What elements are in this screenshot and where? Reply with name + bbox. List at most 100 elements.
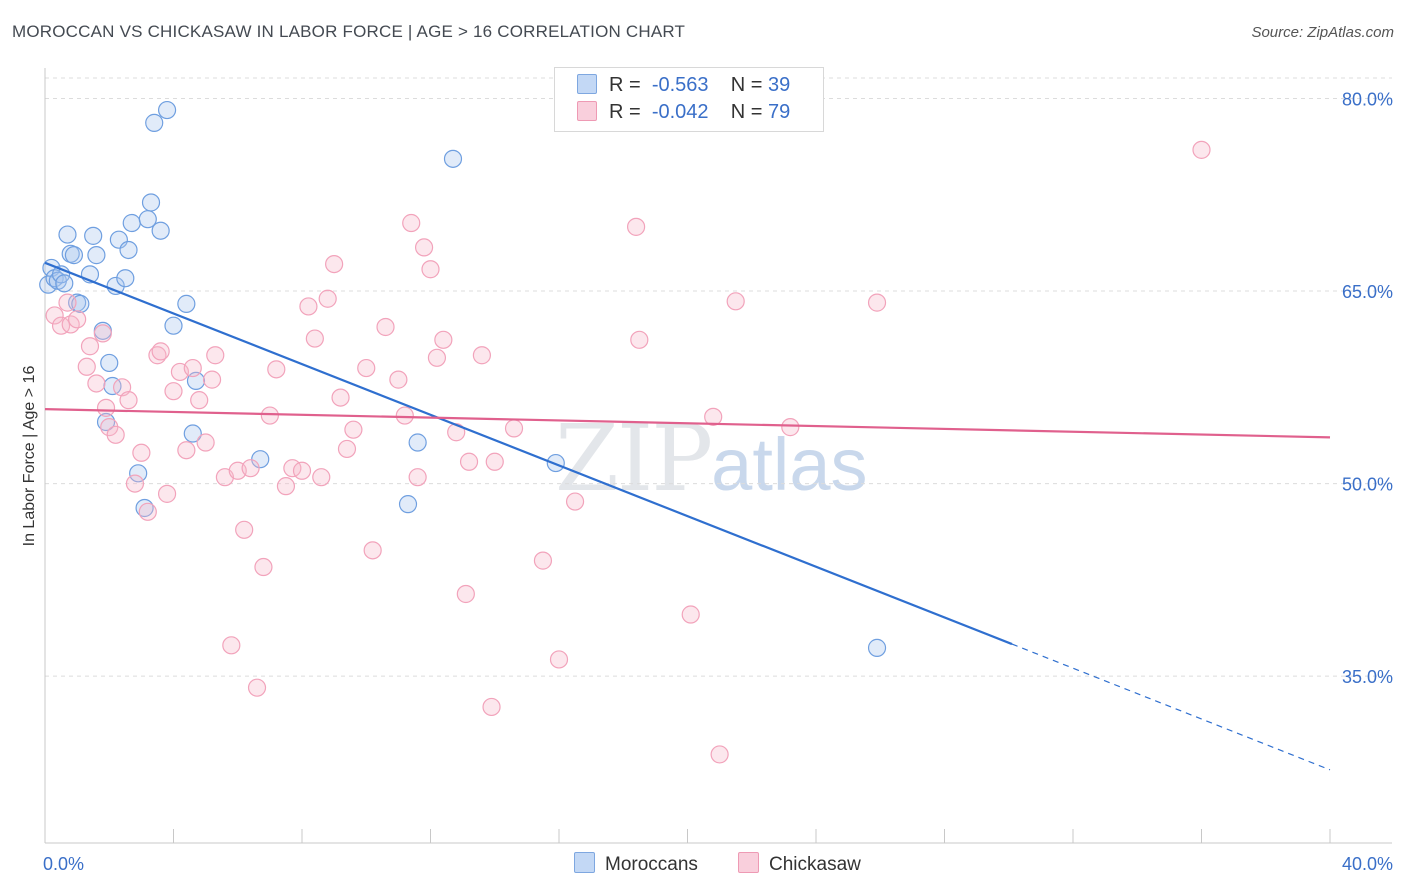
chickasaw-point	[344, 420, 363, 439]
chickasaw-point	[267, 360, 286, 379]
chickasaw-point	[151, 342, 170, 361]
chickasaw-point	[704, 407, 723, 426]
moroccans-point	[96, 412, 116, 432]
chickasaw-point	[565, 492, 585, 511]
moroccans-point	[58, 225, 77, 244]
chickasaw-trend-line	[44, 408, 1331, 439]
chickasaw-point	[206, 346, 225, 365]
chickasaw-n-value: 79	[768, 101, 791, 123]
y-tick-label: 65.0%	[1342, 282, 1393, 302]
chickasaw-point	[421, 260, 440, 279]
bottom-chickasaw-label: Chickasaw	[769, 854, 861, 875]
chickasaw-point	[363, 541, 382, 560]
moroccans-point	[408, 433, 427, 452]
y-tick-label: 35.0%	[1342, 667, 1393, 687]
moroccans-point	[55, 274, 74, 293]
chickasaw-point	[626, 217, 646, 236]
chickasaw-point	[549, 650, 569, 669]
trend-lines	[44, 261, 1331, 771]
chickasaw-point	[119, 391, 138, 410]
chickasaw-point	[318, 289, 337, 308]
moroccans-r-value: -0.563	[651, 74, 709, 96]
moroccans-point	[443, 149, 463, 168]
moroccans-point	[177, 294, 196, 313]
chickasaw-point	[222, 636, 241, 655]
chickasaw-point	[299, 297, 318, 316]
chickasaw-r-label: R =	[609, 101, 641, 123]
chickasaw-point	[77, 357, 96, 376]
chickasaw-point	[190, 391, 209, 410]
chickasaw-point	[395, 406, 414, 425]
chickasaw-point	[482, 697, 501, 717]
chickasaw-point	[80, 337, 100, 356]
moroccans-point	[867, 638, 887, 657]
chickasaw-point	[867, 293, 887, 312]
chickasaw-point	[51, 316, 71, 335]
moroccans-point	[164, 316, 183, 335]
tick-labels: 35.0% 50.0% 65.0% 80.0% 0.0% 40.0%	[43, 90, 1393, 874]
chickasaw-point	[276, 477, 296, 496]
chickasaw-point	[196, 433, 215, 452]
chickasaw-point	[402, 213, 421, 233]
moroccans-n-value: 39	[768, 74, 791, 96]
chickasaw-point	[389, 370, 408, 389]
chickasaw-point	[45, 306, 64, 325]
chickasaw-point	[710, 745, 729, 764]
moroccans-point	[398, 495, 418, 514]
chickasaw-point	[414, 238, 434, 257]
chart-title: MOROCCAN VS CHICKASAW IN LABOR FORCE | A…	[12, 22, 686, 41]
chickasaw-point	[472, 346, 491, 365]
chickasaw-point	[132, 443, 151, 462]
chickasaw-point	[427, 348, 447, 367]
chart-source: Source: ZipAtlas.com	[1251, 24, 1394, 41]
chickasaw-point	[376, 317, 395, 337]
legend-row-chickasaw: R = -0.042 N = 79	[577, 101, 790, 127]
legend-row-moroccans: R = -0.563 N = 39	[577, 74, 790, 100]
moroccans-point	[141, 193, 161, 212]
chickasaw-point	[183, 358, 202, 378]
chickasaw-point	[235, 520, 254, 539]
moroccans-swatch	[577, 74, 597, 94]
x-tick-label: 0.0%	[43, 854, 84, 874]
bottom-legend-chickasaw: Chickasaw	[738, 852, 861, 876]
y-tick-label: 80.0%	[1342, 90, 1393, 110]
moroccans-point	[84, 226, 103, 245]
chickasaw-point	[177, 441, 196, 460]
bottom-chickasaw-swatch	[738, 852, 759, 873]
chickasaw-point	[93, 324, 112, 343]
chickasaw-point	[459, 452, 479, 471]
bottom-moroccans-swatch	[574, 852, 595, 873]
chickasaw-r-value: -0.042	[651, 101, 709, 123]
moroccans-point	[151, 221, 170, 240]
correlation-legend: R = -0.563 N = 39 R = -0.042 N = 79	[554, 67, 824, 132]
chickasaw-point	[781, 418, 800, 437]
y-tick-label: 50.0%	[1342, 475, 1393, 495]
data-points	[39, 100, 1211, 764]
axes	[44, 68, 1392, 844]
x-tick-label: 40.0%	[1342, 854, 1393, 874]
chickasaw-point	[630, 330, 649, 349]
moroccans-point	[122, 213, 141, 233]
chickasaw-point	[485, 452, 504, 471]
chickasaw-point	[726, 292, 745, 311]
chickasaw-point	[434, 330, 453, 349]
moroccans-n-label: N =	[730, 74, 763, 96]
bottom-legend-moroccans: Moroccans	[574, 852, 698, 876]
chickasaw-point	[1192, 140, 1211, 159]
chickasaw-point	[357, 358, 376, 378]
chickasaw-point	[331, 388, 350, 407]
chickasaw-point	[254, 557, 273, 577]
chickasaw-point	[106, 425, 125, 444]
chickasaw-point	[260, 406, 279, 425]
moroccans-point	[145, 113, 164, 132]
moroccans-point	[87, 246, 106, 265]
chickasaw-point	[138, 502, 157, 521]
chickasaw-point	[408, 468, 427, 487]
chickasaw-point	[202, 370, 222, 389]
chickasaw-point	[312, 468, 331, 487]
moroccans-point	[157, 100, 177, 120]
chickasaw-n-label: N =	[730, 101, 763, 123]
watermark-atlas: atlas	[711, 423, 868, 506]
chickasaw-point	[87, 374, 106, 393]
